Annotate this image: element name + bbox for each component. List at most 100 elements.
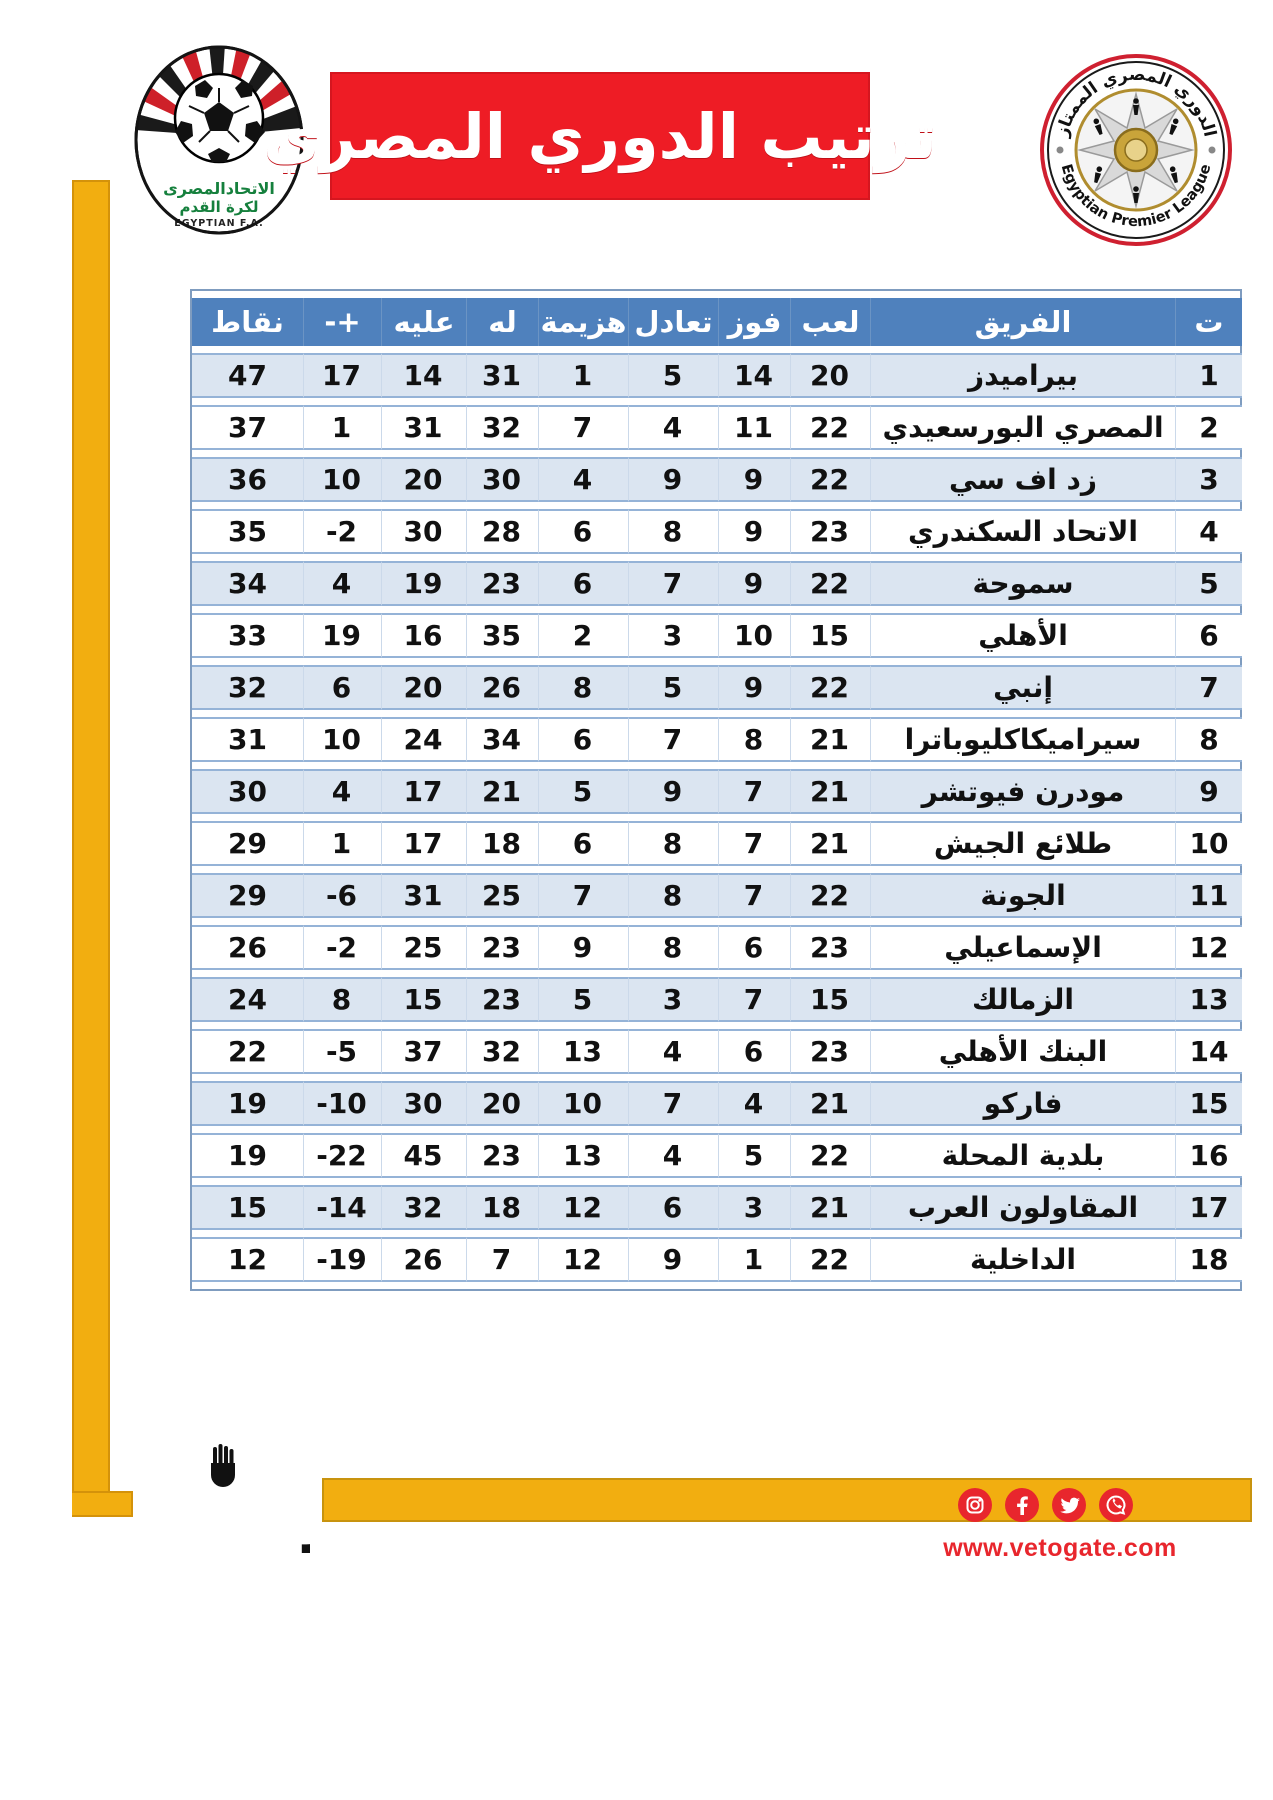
- cell-position: 18: [1175, 1237, 1242, 1282]
- cell-played: 22: [790, 1133, 870, 1178]
- veto-wordmark: ڤيتو: [301, 1464, 310, 1553]
- table-row: 8 سيراميكاكليوباترا 21 8 7 6 34 24 10 31: [192, 717, 1242, 762]
- cell-lost: 12: [538, 1237, 628, 1282]
- yellow-frame-vertical: [72, 180, 110, 1517]
- table-row: 2 المصري البورسعيدي 22 11 4 7 32 31 1 37: [192, 405, 1242, 450]
- cell-drawn: 9: [628, 1237, 718, 1282]
- cell-goals-against: 14: [381, 353, 466, 398]
- cell-won: 7: [718, 873, 790, 918]
- cell-goal-diff: 4: [303, 769, 381, 814]
- cell-goals-for: 35: [466, 613, 538, 658]
- cell-goals-for: 30: [466, 457, 538, 502]
- cell-drawn: 3: [628, 613, 718, 658]
- cell-goals-for: 20: [466, 1081, 538, 1126]
- cell-lost: 6: [538, 509, 628, 554]
- cell-drawn: 6: [628, 1185, 718, 1230]
- table-row: 7 إنبي 22 9 5 8 26 20 6 32: [192, 665, 1242, 710]
- header-cell-lost: هزيمة: [538, 298, 628, 346]
- cell-won: 9: [718, 561, 790, 606]
- cell-drawn: 3: [628, 977, 718, 1022]
- whatsapp-icon[interactable]: [1099, 1488, 1133, 1522]
- cell-lost: 6: [538, 717, 628, 762]
- league-table: ت الفريق لعب فوز تعادل هزيمة له عليه +- نقاط 1 بي…: [190, 289, 1242, 1291]
- cell-lost: 9: [538, 925, 628, 970]
- cell-drawn: 8: [628, 925, 718, 970]
- cell-lost: 5: [538, 769, 628, 814]
- table-row: 17 المقاولون العرب 21 3 6 12 18 32 -14 1…: [192, 1185, 1242, 1230]
- website-url[interactable]: www.vetogate.com: [943, 1534, 1177, 1562]
- cell-won: 10: [718, 613, 790, 658]
- cell-goals-for: 23: [466, 977, 538, 1022]
- cell-played: 20: [790, 353, 870, 398]
- cell-goals-against: 31: [381, 873, 466, 918]
- cell-goals-against: 25: [381, 925, 466, 970]
- cell-position: 13: [1175, 977, 1242, 1022]
- cell-position: 6: [1175, 613, 1242, 658]
- cell-drawn: 7: [628, 561, 718, 606]
- cell-played: 22: [790, 665, 870, 710]
- cell-goals-against: 32: [381, 1185, 466, 1230]
- cell-played: 23: [790, 925, 870, 970]
- twitter-icon[interactable]: [1052, 1488, 1086, 1522]
- header-cell-gd: +-: [303, 298, 381, 346]
- cell-goals-for: 34: [466, 717, 538, 762]
- cell-team-name: سيراميكاكليوباترا: [870, 717, 1175, 762]
- table-row: 13 الزمالك 15 7 3 5 23 15 8 24: [192, 977, 1242, 1022]
- yellow-frame-corner: [72, 1491, 133, 1517]
- cell-goals-for: 28: [466, 509, 538, 554]
- cell-goal-diff: 10: [303, 717, 381, 762]
- header-cell-team: الفريق: [870, 298, 1175, 346]
- cell-team-name: بلدية المحلة: [870, 1133, 1175, 1178]
- cell-goals-for: 21: [466, 769, 538, 814]
- cell-team-name: المقاولون العرب: [870, 1185, 1175, 1230]
- cell-lost: 10: [538, 1081, 628, 1126]
- fa-logo-english: EGYPTIAN F.A.: [174, 218, 263, 229]
- cell-goals-for: 25: [466, 873, 538, 918]
- cell-team-name: الإسماعيلي: [870, 925, 1175, 970]
- cell-points: 15: [192, 1185, 303, 1230]
- cell-goal-diff: 6: [303, 665, 381, 710]
- cell-goal-diff: -14: [303, 1185, 381, 1230]
- cell-position: 4: [1175, 509, 1242, 554]
- cell-goals-against: 17: [381, 769, 466, 814]
- cell-goals-for: 23: [466, 561, 538, 606]
- cell-team-name: زد اف سي: [870, 457, 1175, 502]
- cell-points: 12: [192, 1237, 303, 1282]
- header-cell-ga: عليه: [381, 298, 466, 346]
- cell-won: 14: [718, 353, 790, 398]
- instagram-icon[interactable]: [958, 1488, 992, 1522]
- header-cell-won: فوز: [718, 298, 790, 346]
- cell-goals-against: 30: [381, 509, 466, 554]
- cell-team-name: الجونة: [870, 873, 1175, 918]
- cell-drawn: 5: [628, 665, 718, 710]
- cell-drawn: 9: [628, 457, 718, 502]
- cell-lost: 5: [538, 977, 628, 1022]
- cell-points: 35: [192, 509, 303, 554]
- cell-goal-diff: 8: [303, 977, 381, 1022]
- table-row: 3 زد اف سي 22 9 9 4 30 20 10 36: [192, 457, 1242, 502]
- cell-points: 34: [192, 561, 303, 606]
- cell-team-name: الأهلي: [870, 613, 1175, 658]
- cell-points: 22: [192, 1029, 303, 1074]
- cell-position: 12: [1175, 925, 1242, 970]
- cell-goals-against: 37: [381, 1029, 466, 1074]
- cell-position: 1: [1175, 353, 1242, 398]
- table-row: 10 طلائع الجيش 21 7 8 6 18 17 1 29: [192, 821, 1242, 866]
- cell-goals-against: 15: [381, 977, 466, 1022]
- cell-lost: 13: [538, 1133, 628, 1178]
- facebook-icon[interactable]: [1005, 1488, 1039, 1522]
- cell-goals-for: 18: [466, 1185, 538, 1230]
- cell-points: 31: [192, 717, 303, 762]
- ball-dot-right: [1208, 146, 1216, 154]
- cell-team-name: الزمالك: [870, 977, 1175, 1022]
- cell-goals-against: 17: [381, 821, 466, 866]
- cell-points: 19: [192, 1133, 303, 1178]
- cell-team-name: البنك الأهلي: [870, 1029, 1175, 1074]
- cell-lost: 13: [538, 1029, 628, 1074]
- cell-position: 16: [1175, 1133, 1242, 1178]
- cell-goals-for: 26: [466, 665, 538, 710]
- header-cell-gf: له: [466, 298, 538, 346]
- cell-team-name: طلائع الجيش: [870, 821, 1175, 866]
- cell-won: 6: [718, 1029, 790, 1074]
- cell-lost: 7: [538, 873, 628, 918]
